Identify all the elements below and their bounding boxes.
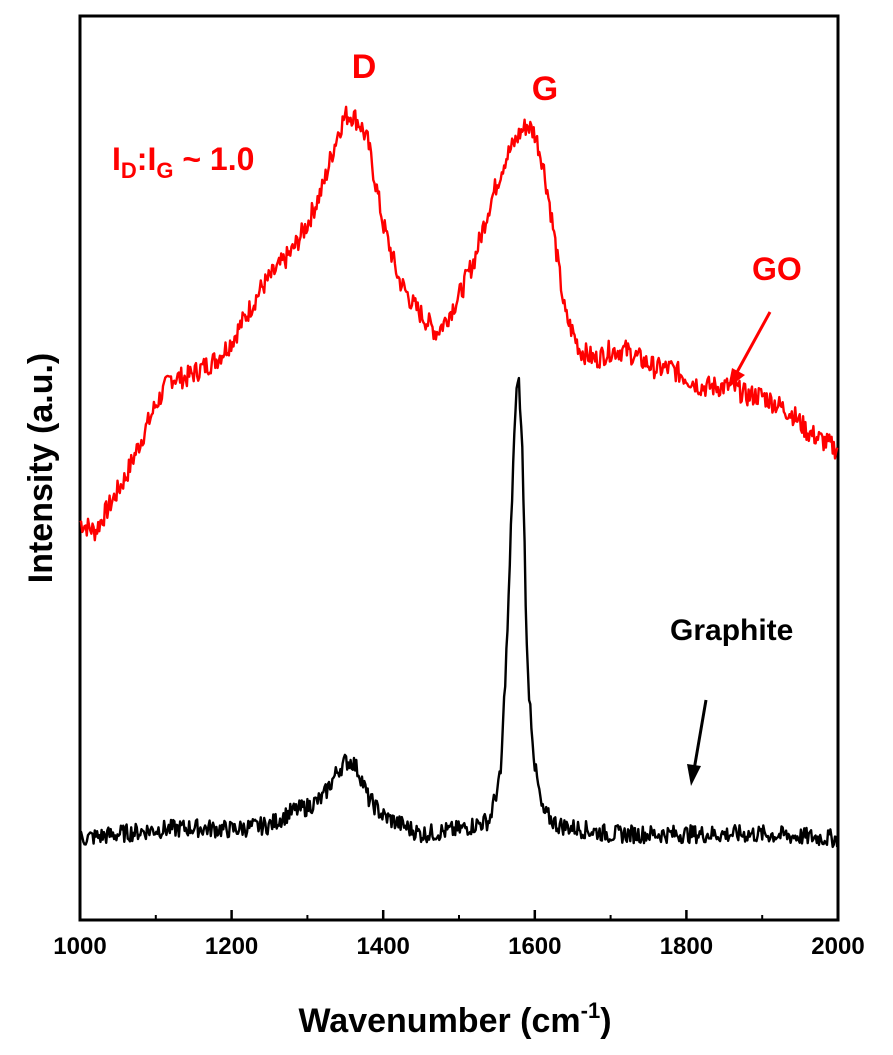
- series-line-go: [79, 105, 839, 542]
- x-axis-title: Wavenumber (cm-1): [298, 998, 611, 1040]
- x-tick-label: 1600: [508, 933, 561, 960]
- x-tick-label: 1400: [357, 933, 410, 960]
- intensity-ratio-label: ID:IG ~ 1.0: [112, 141, 254, 183]
- x-axis-title-main: Wavenumber (cm: [298, 1002, 580, 1040]
- y-axis-title: Intensity (a.u.): [22, 353, 60, 583]
- ratio-sub-d: D: [121, 158, 137, 183]
- series-line-graphite: [78, 376, 839, 849]
- x-tick-label: 1200: [205, 933, 258, 960]
- ratio-colon-i2: :I: [137, 141, 157, 177]
- graphite-arrow-shaft: [692, 699, 708, 771]
- graphite-series-label: Graphite: [670, 614, 793, 647]
- x-axis-title-close: ): [600, 1002, 611, 1040]
- d-peak-label: D: [352, 48, 377, 86]
- go-series-label: GO: [752, 251, 802, 287]
- go-arrow-shaft: [734, 311, 772, 375]
- x-tick-label: 1800: [660, 933, 713, 960]
- x-tick-label: 1000: [53, 933, 106, 960]
- ratio-value: ~ 1.0: [173, 141, 254, 177]
- ratio-sub-g: G: [156, 158, 173, 183]
- x-axis-ticks: 1000 1200 1400 1600 1800 2000: [53, 910, 865, 960]
- g-peak-label: G: [532, 70, 558, 108]
- ratio-i1: I: [112, 141, 121, 177]
- graphite-arrow-head: [687, 764, 701, 786]
- x-tick-label: 2000: [811, 933, 864, 960]
- go-arrow-head: [728, 368, 745, 388]
- series-layer: [78, 105, 839, 849]
- x-axis-title-sup: -1: [581, 998, 601, 1023]
